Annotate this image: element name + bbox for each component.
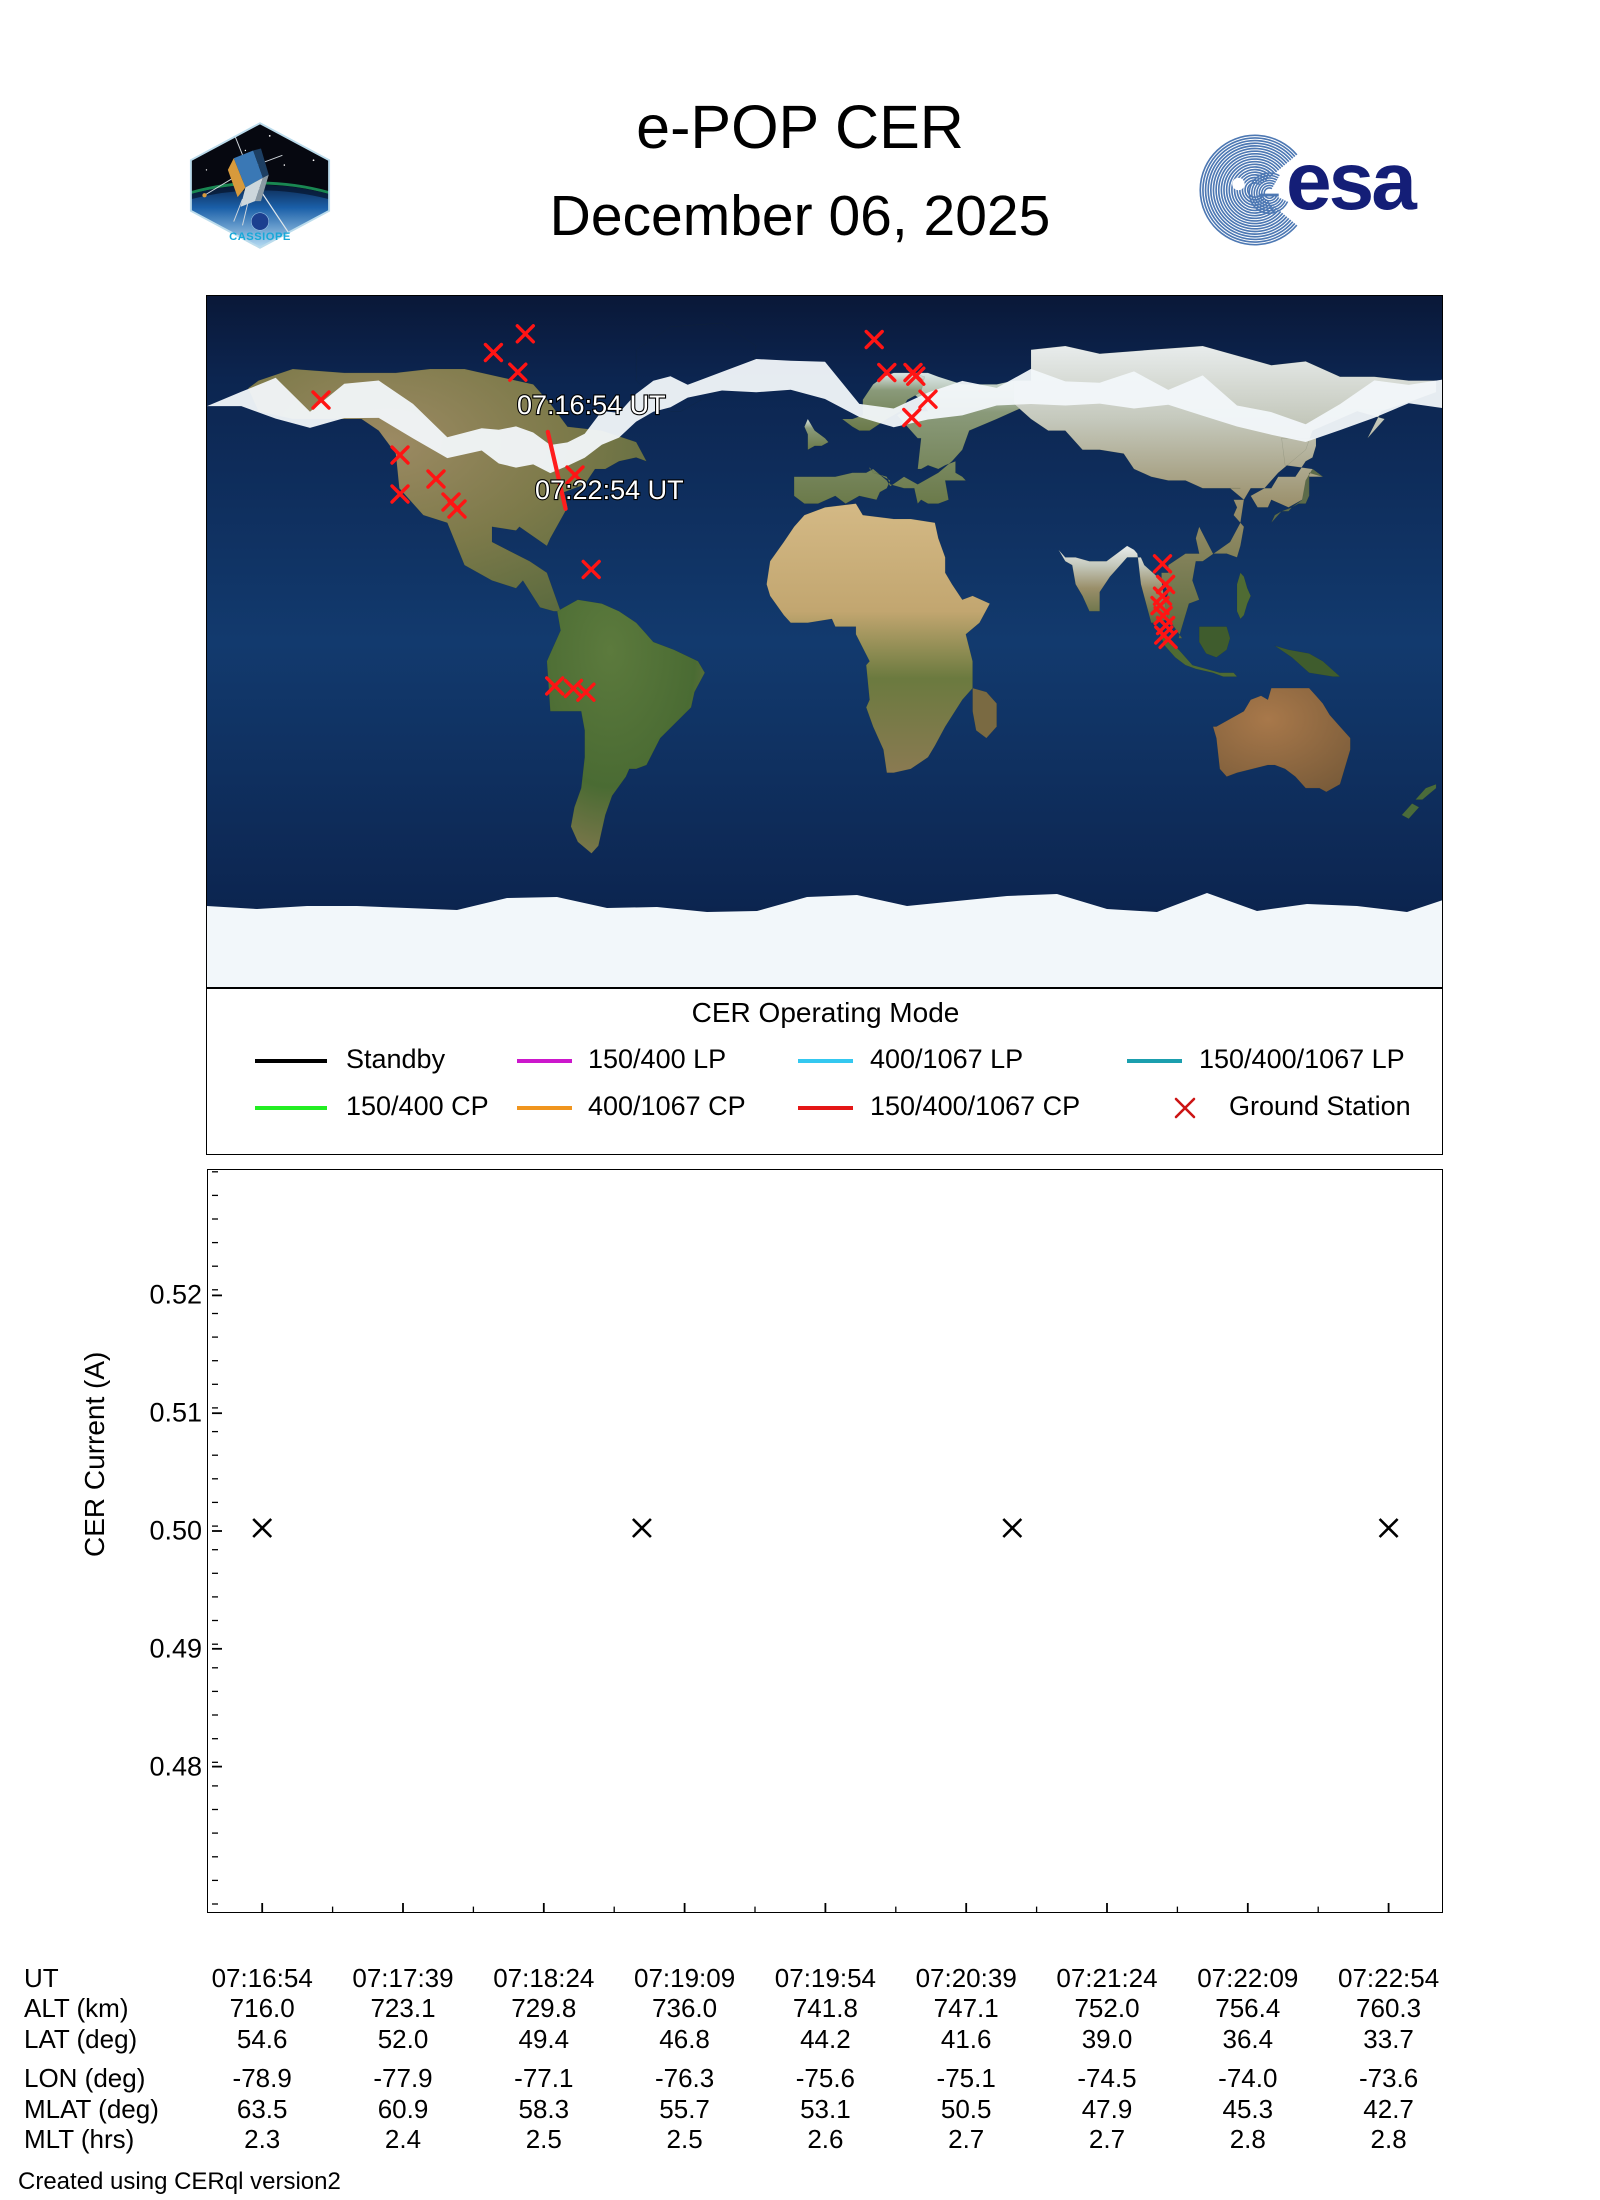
svg-text:CASSIOPE: CASSIOPE — [229, 231, 291, 243]
